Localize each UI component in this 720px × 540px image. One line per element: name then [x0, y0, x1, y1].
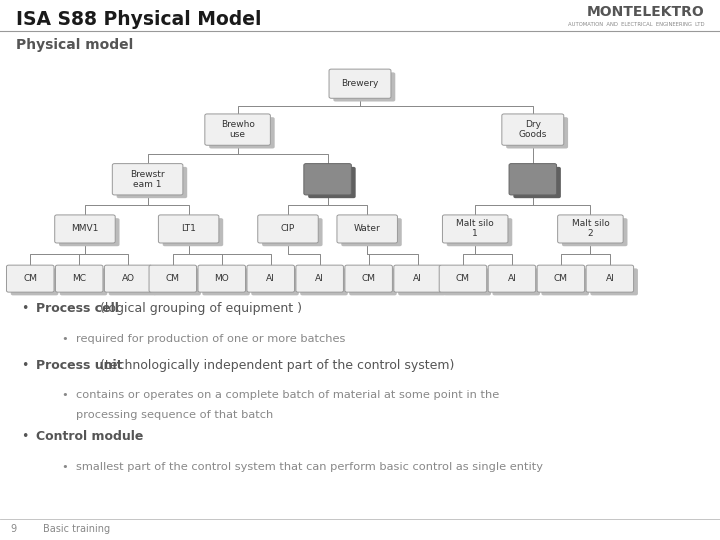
Text: processing sequence of that batch: processing sequence of that batch: [76, 410, 273, 421]
Text: AI: AI: [315, 274, 324, 283]
FancyBboxPatch shape: [55, 265, 103, 292]
Text: (technologically independent part of the control system): (technologically independent part of the…: [96, 359, 455, 372]
Text: AI: AI: [508, 274, 516, 283]
Text: Process cell: Process cell: [36, 302, 119, 315]
Text: AI: AI: [266, 274, 275, 283]
Text: MO: MO: [215, 274, 229, 283]
FancyBboxPatch shape: [439, 265, 487, 292]
FancyBboxPatch shape: [262, 218, 323, 246]
Text: CM: CM: [23, 274, 37, 283]
Text: AO: AO: [122, 274, 135, 283]
Text: CM: CM: [554, 274, 568, 283]
Text: Malt silo
1: Malt silo 1: [456, 219, 494, 239]
Text: •: •: [61, 334, 68, 344]
Text: ISA S88 Physical Model: ISA S88 Physical Model: [16, 10, 261, 29]
FancyBboxPatch shape: [502, 114, 564, 145]
Text: CM: CM: [361, 274, 376, 283]
FancyBboxPatch shape: [198, 265, 246, 292]
FancyBboxPatch shape: [513, 167, 561, 198]
FancyBboxPatch shape: [55, 215, 115, 243]
FancyBboxPatch shape: [557, 215, 623, 243]
Text: MMV1: MMV1: [71, 225, 99, 233]
FancyBboxPatch shape: [446, 218, 513, 246]
FancyBboxPatch shape: [506, 117, 568, 148]
Text: Brewstr
eam 1: Brewstr eam 1: [130, 170, 165, 189]
Text: •: •: [22, 430, 29, 443]
FancyBboxPatch shape: [541, 268, 589, 295]
FancyBboxPatch shape: [6, 265, 54, 292]
Text: Dry
Goods: Dry Goods: [518, 120, 547, 139]
FancyBboxPatch shape: [442, 215, 508, 243]
FancyBboxPatch shape: [104, 265, 152, 292]
Text: MC: MC: [72, 274, 86, 283]
Text: •: •: [61, 390, 68, 400]
Text: Brewho
use: Brewho use: [220, 120, 255, 139]
FancyBboxPatch shape: [300, 268, 348, 295]
FancyBboxPatch shape: [304, 164, 351, 195]
FancyBboxPatch shape: [329, 69, 391, 98]
Text: AI: AI: [606, 274, 614, 283]
FancyBboxPatch shape: [163, 218, 223, 246]
FancyBboxPatch shape: [205, 114, 271, 145]
Text: AI: AI: [413, 274, 422, 283]
FancyBboxPatch shape: [308, 167, 356, 198]
Text: •: •: [22, 302, 29, 315]
FancyBboxPatch shape: [341, 218, 402, 246]
FancyBboxPatch shape: [345, 265, 392, 292]
FancyBboxPatch shape: [509, 164, 557, 195]
FancyBboxPatch shape: [590, 268, 638, 295]
FancyBboxPatch shape: [394, 265, 441, 292]
Text: (logical grouping of equipment ): (logical grouping of equipment ): [96, 302, 302, 315]
FancyBboxPatch shape: [210, 117, 275, 148]
FancyBboxPatch shape: [586, 265, 634, 292]
FancyBboxPatch shape: [333, 72, 395, 102]
FancyBboxPatch shape: [149, 265, 197, 292]
FancyBboxPatch shape: [117, 167, 187, 198]
FancyBboxPatch shape: [337, 215, 397, 243]
Text: •: •: [22, 359, 29, 372]
Text: Process unit: Process unit: [36, 359, 122, 372]
FancyBboxPatch shape: [444, 268, 491, 295]
Text: smallest part of the control system that can perform basic control as single ent: smallest part of the control system that…: [76, 462, 543, 472]
Text: contains or operates on a complete batch of material at some point in the: contains or operates on a complete batch…: [76, 390, 499, 400]
FancyBboxPatch shape: [60, 268, 107, 295]
Text: CIP: CIP: [281, 225, 295, 233]
Text: CM: CM: [456, 274, 470, 283]
Text: AUTOMATION  AND  ELECTRICAL  ENGINEERING  LTD: AUTOMATION AND ELECTRICAL ENGINEERING LT…: [567, 22, 704, 26]
FancyBboxPatch shape: [153, 268, 201, 295]
Text: Basic training: Basic training: [43, 524, 110, 534]
FancyBboxPatch shape: [349, 268, 397, 295]
Text: LT1: LT1: [181, 225, 196, 233]
Text: CM: CM: [166, 274, 180, 283]
Text: Physical model: Physical model: [16, 38, 133, 52]
FancyBboxPatch shape: [562, 218, 627, 246]
FancyBboxPatch shape: [296, 265, 343, 292]
FancyBboxPatch shape: [202, 268, 250, 295]
FancyBboxPatch shape: [11, 268, 58, 295]
FancyBboxPatch shape: [251, 268, 299, 295]
FancyBboxPatch shape: [488, 265, 536, 292]
Text: required for production of one or more batches: required for production of one or more b…: [76, 334, 345, 344]
FancyBboxPatch shape: [398, 268, 446, 295]
Text: •: •: [61, 462, 68, 472]
FancyBboxPatch shape: [537, 265, 585, 292]
FancyBboxPatch shape: [59, 218, 120, 246]
FancyBboxPatch shape: [158, 215, 219, 243]
Text: Control module: Control module: [36, 430, 143, 443]
Text: MONTELEKTRO: MONTELEKTRO: [586, 5, 704, 19]
Text: Malt silo
2: Malt silo 2: [572, 219, 609, 239]
Text: Brewery: Brewery: [341, 79, 379, 88]
FancyBboxPatch shape: [247, 265, 294, 292]
Text: Water: Water: [354, 225, 381, 233]
FancyBboxPatch shape: [258, 215, 318, 243]
FancyBboxPatch shape: [492, 268, 540, 295]
FancyBboxPatch shape: [112, 164, 183, 195]
Text: 9: 9: [11, 524, 17, 534]
FancyBboxPatch shape: [109, 268, 156, 295]
